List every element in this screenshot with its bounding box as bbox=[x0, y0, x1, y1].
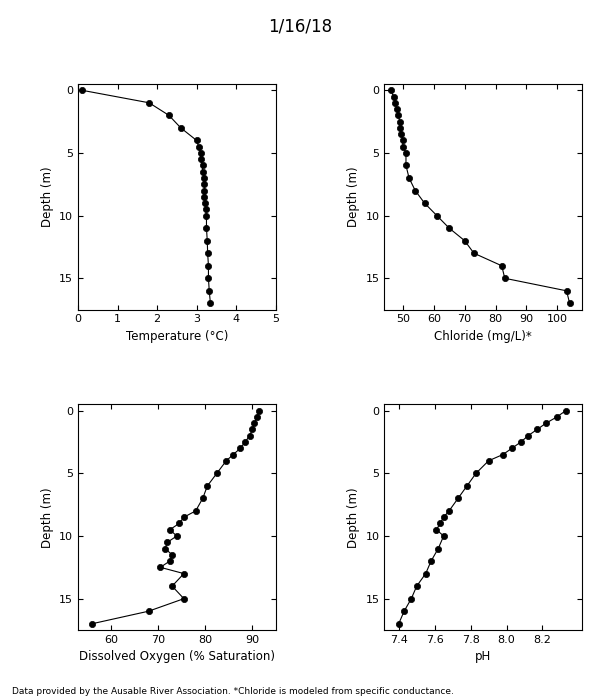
Text: 1/16/18: 1/16/18 bbox=[268, 18, 332, 36]
Y-axis label: Depth (m): Depth (m) bbox=[347, 167, 360, 227]
Y-axis label: Depth (m): Depth (m) bbox=[41, 167, 53, 227]
Y-axis label: Depth (m): Depth (m) bbox=[41, 487, 53, 547]
Text: Data provided by the Ausable River Association. *Chloride is modeled from specif: Data provided by the Ausable River Assoc… bbox=[12, 687, 454, 696]
X-axis label: pH: pH bbox=[475, 650, 491, 664]
Y-axis label: Depth (m): Depth (m) bbox=[347, 487, 360, 547]
X-axis label: Chloride (mg/L)*: Chloride (mg/L)* bbox=[434, 330, 532, 343]
X-axis label: Temperature (°C): Temperature (°C) bbox=[125, 330, 228, 343]
X-axis label: Dissolved Oxygen (% Saturation): Dissolved Oxygen (% Saturation) bbox=[79, 650, 275, 664]
